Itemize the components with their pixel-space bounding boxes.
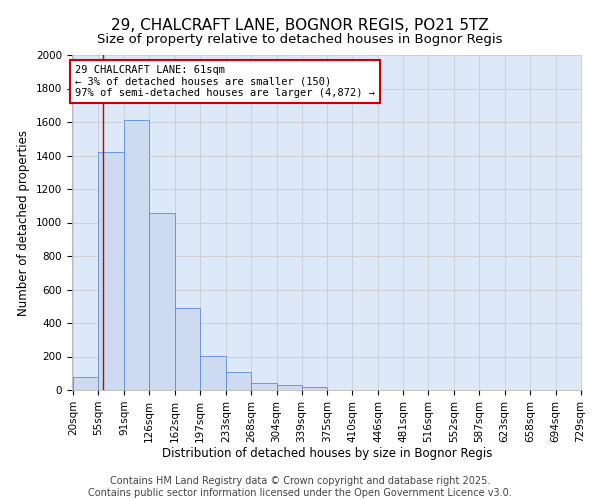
Bar: [277, 385, 302, 390]
Bar: [149, 214, 175, 390]
Bar: [302, 386, 328, 390]
Bar: [124, 120, 149, 390]
Text: 29, CHALCRAFT LANE, BOGNOR REGIS, PO21 5TZ: 29, CHALCRAFT LANE, BOGNOR REGIS, PO21 5…: [111, 18, 489, 32]
Text: Contains HM Land Registry data © Crown copyright and database right 2025.
Contai: Contains HM Land Registry data © Crown c…: [88, 476, 512, 498]
Bar: [73, 376, 98, 390]
Bar: [200, 356, 226, 390]
Bar: [175, 308, 200, 390]
Y-axis label: Number of detached properties: Number of detached properties: [17, 130, 31, 316]
X-axis label: Distribution of detached houses by size in Bognor Regis: Distribution of detached houses by size …: [162, 448, 492, 460]
Bar: [226, 372, 251, 390]
Bar: [98, 152, 124, 390]
Text: 29 CHALCRAFT LANE: 61sqm
← 3% of detached houses are smaller (150)
97% of semi-d: 29 CHALCRAFT LANE: 61sqm ← 3% of detache…: [75, 65, 375, 98]
Text: Size of property relative to detached houses in Bognor Regis: Size of property relative to detached ho…: [97, 32, 503, 46]
Bar: [251, 384, 277, 390]
